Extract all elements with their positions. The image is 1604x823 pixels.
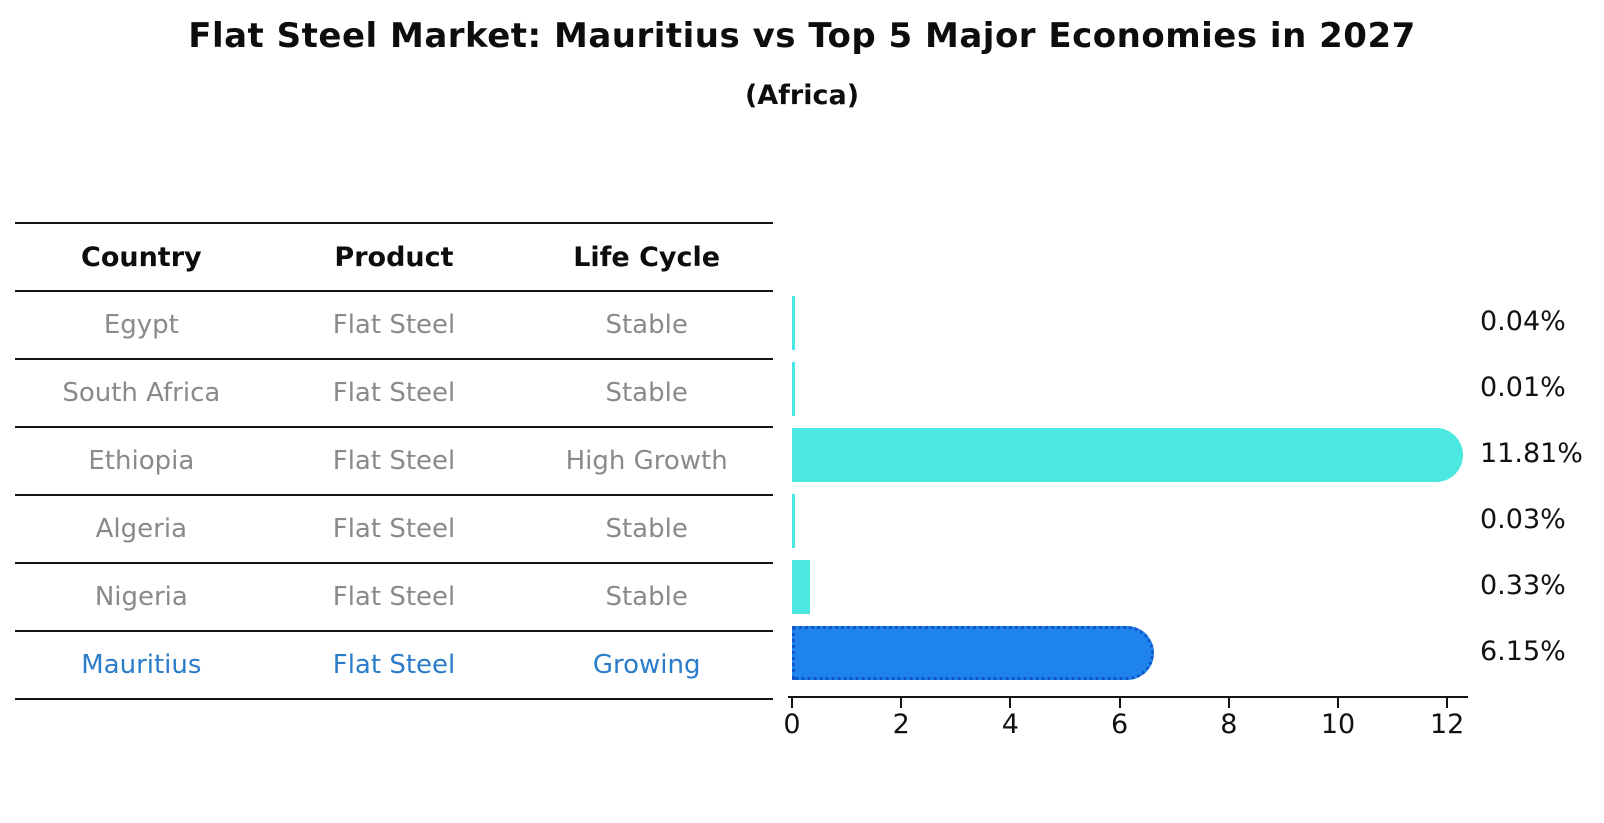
bar-nigeria bbox=[792, 560, 811, 614]
x-tick-label-10: 10 bbox=[1320, 709, 1356, 740]
value-label-egypt: 0.04% bbox=[1480, 306, 1566, 337]
table-header-row: Country Product Life Cycle bbox=[15, 222, 773, 290]
table-row-south-africa-cell-2: Stable bbox=[605, 378, 688, 408]
table-row-south-africa-cell-1: Flat Steel bbox=[332, 378, 456, 408]
table-row-egypt-cell-1: Flat Steel bbox=[332, 310, 456, 340]
table-row-nigeria-cell-2: Stable bbox=[605, 582, 688, 612]
x-tick-label-4: 4 bbox=[1001, 709, 1019, 740]
table-row-nigeria: Nigeria Flat Steel Stable bbox=[15, 562, 773, 630]
table-row-ethiopia-cell-0: Ethiopia bbox=[88, 446, 195, 476]
x-axis-line bbox=[788, 696, 1468, 698]
table-row-algeria-cell-1: Flat Steel bbox=[332, 514, 456, 544]
x-tick-mark-12 bbox=[1446, 698, 1449, 708]
table-row-algeria-cell-2: Stable bbox=[605, 514, 688, 544]
table-row-ethiopia-cell-1: Flat Steel bbox=[332, 446, 456, 476]
value-label-south-africa: 0.01% bbox=[1480, 372, 1566, 403]
table-row-mauritius-cell-1: Flat Steel bbox=[332, 650, 456, 680]
table-row-nigeria-cell-0: Nigeria bbox=[94, 582, 188, 612]
x-tick-mark-0 bbox=[791, 698, 793, 708]
bar-mauritius bbox=[792, 626, 1154, 680]
chart-title: Flat Steel Market: Mauritius vs Top 5 Ma… bbox=[188, 16, 1416, 56]
table-row-egypt: Egypt Flat Steel Stable bbox=[15, 290, 773, 358]
x-tick-mark-4 bbox=[1009, 698, 1012, 708]
x-tick-mark-10 bbox=[1337, 698, 1339, 708]
bar-south-africa bbox=[792, 362, 795, 416]
x-tick-label-8: 8 bbox=[1220, 709, 1238, 740]
table-row-ethiopia-cell-2: High Growth bbox=[565, 446, 728, 476]
x-tick-mark-8 bbox=[1227, 698, 1230, 708]
bar-algeria bbox=[792, 494, 795, 548]
table-row-ethiopia: Ethiopia Flat Steel High Growth bbox=[15, 426, 773, 494]
table-row-south-africa: South Africa Flat Steel Stable bbox=[15, 358, 773, 426]
table-row-egypt-cell-0: Egypt bbox=[103, 310, 179, 340]
x-tick-label-6: 6 bbox=[1111, 709, 1129, 740]
x-tick-mark-2 bbox=[900, 698, 903, 708]
table-header-row-cell-0: Country bbox=[81, 241, 202, 273]
table-row-egypt-cell-2: Stable bbox=[605, 310, 688, 340]
x-tick-label-0: 0 bbox=[783, 709, 801, 740]
value-label-mauritius: 6.15% bbox=[1480, 636, 1566, 667]
x-tick-label-12: 12 bbox=[1430, 709, 1465, 740]
table-row-south-africa-cell-0: South Africa bbox=[62, 378, 221, 408]
table-row-nigeria-cell-1: Flat Steel bbox=[332, 582, 456, 612]
value-label-ethiopia: 11.81% bbox=[1480, 438, 1583, 469]
value-label-algeria: 0.03% bbox=[1480, 504, 1566, 535]
country-table: Country Product Life Cycle Egypt Flat Steel S… bbox=[15, 222, 773, 700]
bar-egypt bbox=[792, 296, 795, 350]
x-tick-label-2: 2 bbox=[892, 709, 910, 740]
table-row-mauritius-cell-0: Mauritius bbox=[81, 650, 202, 680]
bar-ethiopia bbox=[792, 428, 1463, 482]
x-tick-mark-6 bbox=[1118, 698, 1121, 708]
value-label-nigeria: 0.33% bbox=[1480, 570, 1566, 601]
table-row-mauritius-cell-2: Growing bbox=[592, 650, 701, 680]
chart-subtitle: (Africa) bbox=[744, 80, 860, 111]
table-header-row-cell-1: Product bbox=[334, 241, 454, 273]
table-header-row-cell-2: Life Cycle bbox=[573, 241, 721, 273]
table-row-algeria: Algeria Flat Steel Stable bbox=[15, 494, 773, 562]
table-row-mauritius: Mauritius Flat Steel Growing bbox=[15, 630, 773, 700]
table-row-algeria-cell-0: Algeria bbox=[95, 514, 187, 544]
